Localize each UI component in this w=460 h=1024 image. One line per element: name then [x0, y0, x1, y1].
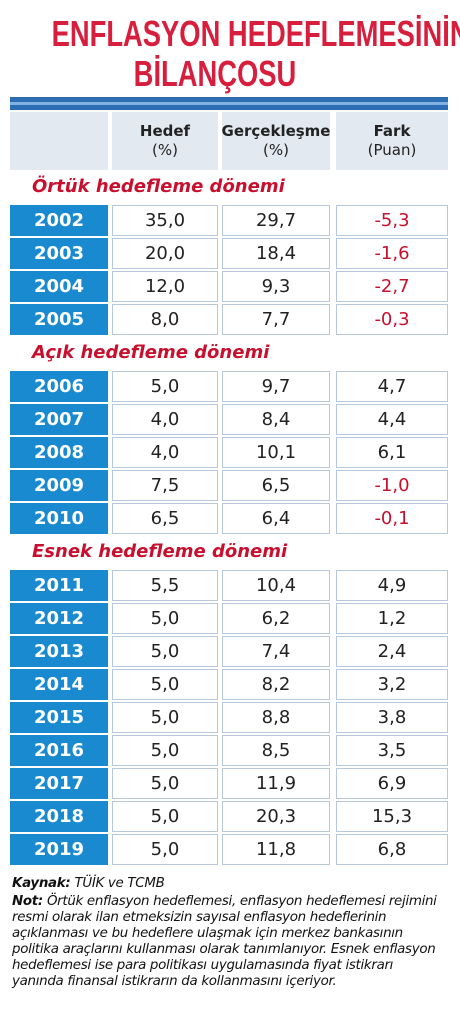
- source: Kaynak: TÜİK ve TCMB: [12, 876, 448, 892]
- value-cell: 15,3: [336, 801, 448, 832]
- value-cell: 4,0: [112, 404, 218, 435]
- value-cell: 10,1: [222, 437, 330, 468]
- column-header: Gerçekleşme (%): [221, 112, 331, 170]
- header-band: [10, 97, 448, 110]
- year-cell: 2017: [10, 768, 108, 799]
- value-cell: 4,7: [336, 371, 448, 402]
- value-cell: 5,0: [112, 834, 218, 865]
- value-cell: 4,0: [112, 437, 218, 468]
- value-cell: -0,3: [336, 304, 448, 335]
- value-cell: 6,8: [336, 834, 448, 865]
- value-cell: 7,4: [222, 636, 330, 667]
- year-cell: 2002: [10, 205, 108, 236]
- value-cell: 3,5: [336, 735, 448, 766]
- note-text: Örtük enflasyon hedeflemesi, enflasyon h…: [12, 894, 437, 989]
- value-cell: -2,7: [336, 271, 448, 302]
- value-cell: -1,0: [336, 470, 448, 501]
- value-cell: 9,3: [222, 271, 330, 302]
- value-cell: 8,0: [112, 304, 218, 335]
- value-cell: 18,4: [222, 238, 330, 269]
- value-cell: 29,7: [222, 205, 330, 236]
- value-cell: 5,0: [112, 735, 218, 766]
- value-cell: 5,5: [112, 570, 218, 601]
- value-cell: 8,2: [222, 669, 330, 700]
- value-cell: 3,2: [336, 669, 448, 700]
- year-cell: 2009: [10, 470, 108, 501]
- value-cell: -1,6: [336, 238, 448, 269]
- column-label: Gerçekleşme: [221, 122, 331, 140]
- value-cell: 5,0: [112, 768, 218, 799]
- value-cell: 4,4: [336, 404, 448, 435]
- header-cell: [10, 112, 108, 170]
- value-cell: 5,0: [112, 636, 218, 667]
- year-cell: 2013: [10, 636, 108, 667]
- band-stripe: [10, 102, 448, 105]
- value-cell: 5,0: [112, 702, 218, 733]
- value-cell: 5,0: [112, 371, 218, 402]
- year-cell: 2016: [10, 735, 108, 766]
- year-cell: 2008: [10, 437, 108, 468]
- value-cell: 11,9: [222, 768, 330, 799]
- year-cell: 2007: [10, 404, 108, 435]
- value-cell: 35,0: [112, 205, 218, 236]
- value-cell: -5,3: [336, 205, 448, 236]
- value-cell: 20,0: [112, 238, 218, 269]
- value-cell: 3,8: [336, 702, 448, 733]
- year-cell: 2012: [10, 603, 108, 634]
- value-cell: 8,5: [222, 735, 330, 766]
- note: Not: Örtük enflasyon hedeflemesi, enflas…: [12, 894, 448, 990]
- value-cell: 7,7: [222, 304, 330, 335]
- value-cell: 9,7: [222, 371, 330, 402]
- year-cell: 2015: [10, 702, 108, 733]
- year-cell: 2010: [10, 503, 108, 534]
- year-cell: 2011: [10, 570, 108, 601]
- column-label: Hedef: [139, 122, 191, 140]
- value-cell: 5,0: [112, 801, 218, 832]
- value-cell: 6,5: [112, 503, 218, 534]
- value-cell: 5,0: [112, 669, 218, 700]
- value-cell: 10,4: [222, 570, 330, 601]
- column-unit: (%): [152, 141, 178, 159]
- value-cell: 6,5: [222, 470, 330, 501]
- year-cell: 2004: [10, 271, 108, 302]
- year-cell: 2003: [10, 238, 108, 269]
- section-title: Açık hedefleme dönemi: [32, 342, 270, 363]
- value-cell: 6,4: [222, 503, 330, 534]
- value-cell: 8,4: [222, 404, 330, 435]
- title-line: BİLANÇOSU: [133, 53, 297, 94]
- value-cell: 6,1: [336, 437, 448, 468]
- value-cell: 20,3: [222, 801, 330, 832]
- section-title: Örtük hedefleme dönemi: [32, 176, 285, 197]
- year-cell: 2019: [10, 834, 108, 865]
- value-cell: 8,8: [222, 702, 330, 733]
- column-header: Fark (Puan): [336, 112, 448, 170]
- column-unit: (Puan): [367, 141, 417, 159]
- year-cell: 2006: [10, 371, 108, 402]
- value-cell: 7,5: [112, 470, 218, 501]
- value-cell: -0,1: [336, 503, 448, 534]
- source-text: TÜİK ve TCMB: [74, 876, 165, 891]
- column-label: Fark: [373, 122, 411, 140]
- note-label: Not:: [12, 894, 43, 909]
- section-title: Esnek hedefleme dönemi: [32, 541, 288, 562]
- value-cell: 6,2: [222, 603, 330, 634]
- value-cell: 5,0: [112, 603, 218, 634]
- value-cell: 2,4: [336, 636, 448, 667]
- value-cell: 11,8: [222, 834, 330, 865]
- year-cell: 2018: [10, 801, 108, 832]
- source-label: Kaynak:: [12, 876, 71, 891]
- column-unit: (%): [263, 141, 289, 159]
- value-cell: 4,9: [336, 570, 448, 601]
- value-cell: 1,2: [336, 603, 448, 634]
- column-header: Hedef (%): [112, 112, 218, 170]
- value-cell: 6,9: [336, 768, 448, 799]
- value-cell: 12,0: [112, 271, 218, 302]
- year-cell: 2014: [10, 669, 108, 700]
- year-cell: 2005: [10, 304, 108, 335]
- title-line: ENFLASYON HEDEFLEMESİNİN: [51, 13, 460, 54]
